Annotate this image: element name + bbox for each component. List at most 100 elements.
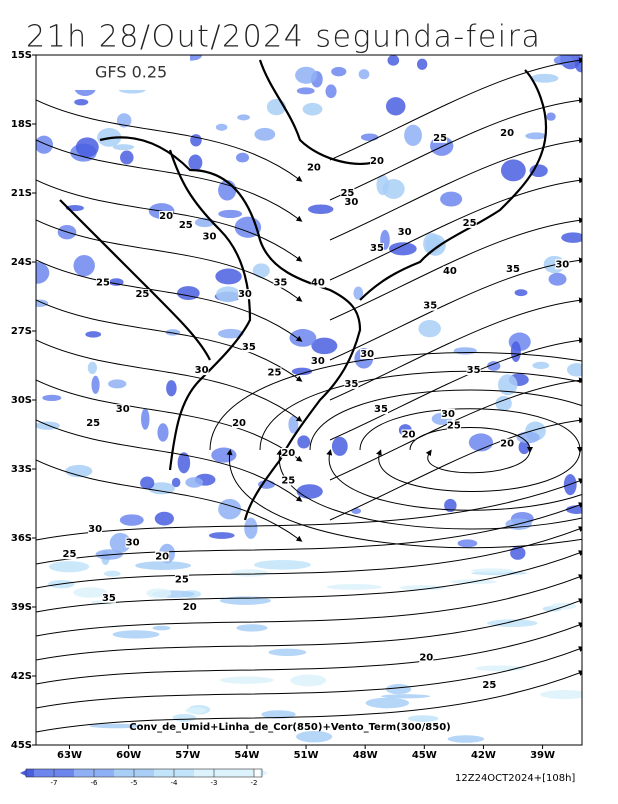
streamlines <box>36 57 582 733</box>
contour-label: 35 <box>370 243 384 254</box>
model-label: GFS 0.25 <box>95 63 167 82</box>
contour-label: 20 <box>500 128 514 139</box>
contour-label: 40 <box>311 278 325 289</box>
lon-label: 48W <box>353 750 378 761</box>
colorbar-segment <box>154 769 214 777</box>
contour-label: 20 <box>281 448 295 459</box>
contour-label-bg <box>86 418 101 428</box>
contour-label-bg <box>306 162 321 173</box>
contour-label: 35 <box>423 301 437 312</box>
contour-label-bg <box>440 408 455 419</box>
lat-label: 27S <box>11 326 32 337</box>
lat-label: 33S <box>11 464 32 475</box>
contour-label-bg <box>397 227 412 238</box>
lon-label: 63W <box>57 750 82 761</box>
contour-label-bg <box>267 367 282 378</box>
lon-label: 39W <box>530 750 555 761</box>
contour-label-bg <box>500 128 515 139</box>
contour-label: 35 <box>467 365 481 376</box>
lon-label: 57W <box>175 750 200 761</box>
contour-label-bg <box>466 365 481 376</box>
contour-label-bg <box>101 592 116 603</box>
contour-label: 20 <box>155 551 169 562</box>
contour-label: 25 <box>463 218 477 229</box>
contour-label-bg <box>401 429 416 440</box>
contour-label: 20 <box>183 602 197 613</box>
contour-label: 25 <box>482 680 496 691</box>
contour-label: 35 <box>344 379 358 390</box>
contour-label: 25 <box>179 220 193 231</box>
contour-label: 35 <box>102 593 116 604</box>
contour-label-bg <box>370 243 385 254</box>
lat-label: 39S <box>11 602 32 613</box>
contour-label-bg <box>555 259 570 270</box>
lon-label: 54W <box>234 750 259 761</box>
contour-label: 30 <box>238 289 252 300</box>
contour-label-bg <box>340 188 355 198</box>
contour-label: 25 <box>135 289 149 300</box>
lat-label: 15S <box>11 50 32 61</box>
contour-label-bg <box>462 217 477 228</box>
contour-label: 25 <box>340 188 354 199</box>
contour-label-bg <box>135 289 150 300</box>
colorbar-segment <box>74 769 134 777</box>
contour-label-bg <box>155 551 170 562</box>
contour-label: 30 <box>116 404 130 415</box>
lat-label: 24S <box>11 257 32 268</box>
contour-label-bg <box>373 404 388 415</box>
colorbar-arrow-right <box>260 769 268 777</box>
colorbar-label: -4 <box>171 779 179 787</box>
timestamp: 12Z24OCT2024+[108h] <box>455 773 575 784</box>
contour-label: 25 <box>96 278 110 289</box>
contour-label-bg <box>174 574 189 585</box>
contour-label: 20 <box>232 418 246 429</box>
contour-label: 30 <box>344 197 358 208</box>
contour-label-bg <box>159 211 174 221</box>
contour-label: 20 <box>500 439 514 450</box>
contour-label-bg <box>273 277 288 288</box>
contour-label-bg <box>500 438 515 449</box>
contour-label: 20 <box>419 653 433 664</box>
contour-label: 25 <box>433 133 447 144</box>
contour-label: 35 <box>273 278 287 289</box>
title: 21h 28/Out/2024 segunda-feira <box>26 20 541 55</box>
contour-label-bg <box>62 549 77 560</box>
colorbar-segment <box>114 769 174 777</box>
contour-label: 30 <box>555 259 569 270</box>
contour-label: 20 <box>370 156 384 167</box>
colorbar-label: -7 <box>51 779 58 787</box>
contour-label: 25 <box>175 574 189 585</box>
contour-label: 30 <box>441 409 455 420</box>
lat-label: 45S <box>11 740 32 751</box>
contour-label-bg <box>344 197 359 208</box>
contour-label: 35 <box>374 404 388 415</box>
contour-label-bg <box>344 378 359 389</box>
colorbar-segment <box>194 769 254 777</box>
contour-label-bg <box>482 680 497 691</box>
contour-label-bg <box>115 404 130 415</box>
contour-label-bg <box>310 355 325 366</box>
contour-label: 20 <box>307 163 321 174</box>
colorbar-arrow-left <box>20 769 28 777</box>
lat-label: 21S <box>11 188 32 199</box>
contour-label-bg <box>194 365 209 376</box>
contour-label: 30 <box>126 538 140 549</box>
lon-label: 42W <box>471 750 496 761</box>
contour-label-bg <box>281 475 296 486</box>
contour-label: 25 <box>63 549 77 560</box>
lat-label: 42S <box>11 671 32 682</box>
contour-label-bg <box>88 523 103 534</box>
contour-label: 30 <box>398 227 412 238</box>
contour-label-bg <box>433 132 448 143</box>
contour-label-bg <box>281 447 296 458</box>
contour-label-bg <box>360 349 375 359</box>
contour-label-bg <box>446 420 461 431</box>
contour-label-bg <box>202 231 217 242</box>
contour-label: 40 <box>443 266 457 277</box>
lat-label: 18S <box>11 119 32 130</box>
lon-label: 45W <box>412 750 437 761</box>
colorbar-label: -6 <box>91 779 99 787</box>
colorbar-label: -2 <box>251 779 258 787</box>
contour-label-bg <box>96 277 111 288</box>
colorbar-frame <box>25 768 263 778</box>
